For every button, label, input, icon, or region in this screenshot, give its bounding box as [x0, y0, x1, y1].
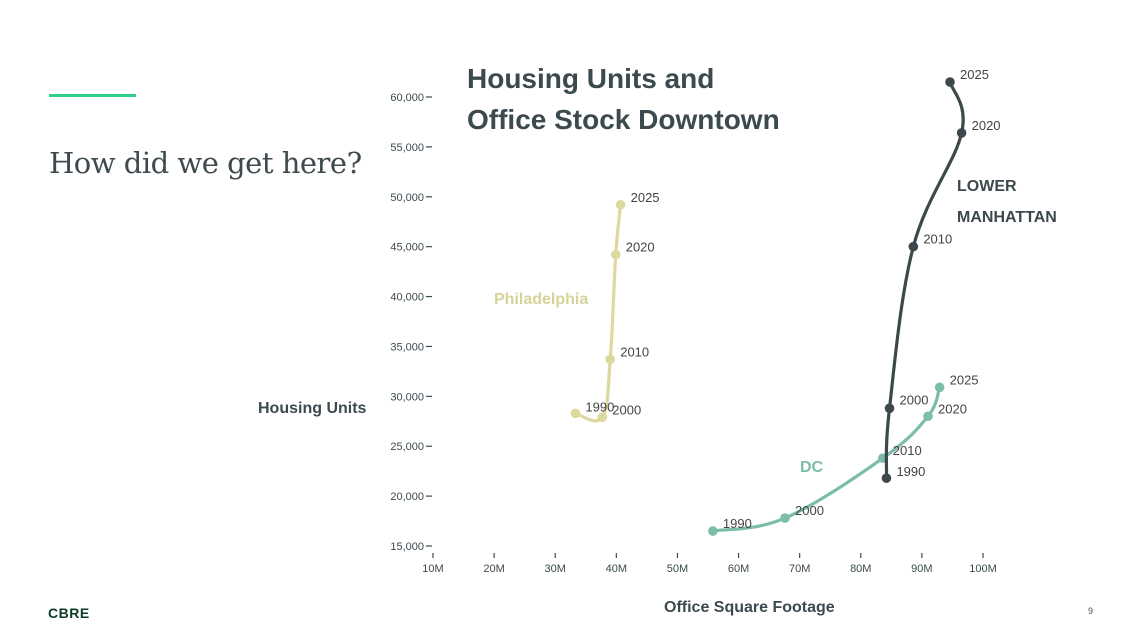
chart-title-line-2: Office Stock Downtown [467, 104, 780, 135]
data-label: 2010 [620, 344, 649, 359]
data-point [708, 526, 718, 536]
x-tick-label: 60M [728, 563, 749, 575]
x-tick-label: 70M [789, 563, 810, 575]
data-point [780, 513, 790, 523]
data-label: 2000 [612, 402, 641, 417]
data-point [610, 249, 621, 260]
data-point [908, 241, 919, 252]
x-tick-label: 50M [667, 563, 688, 575]
data-label: 2025 [950, 372, 979, 387]
slide-heading: How did we get here? [49, 146, 362, 180]
series-label: DC [800, 459, 824, 476]
series-label: MANHATTAN [957, 209, 1057, 226]
data-label: 2010 [893, 443, 922, 458]
y-tick-label: 55,000 [390, 142, 424, 154]
chart-title: Housing Units and Office Stock Downtown [467, 58, 827, 140]
series-label: Philadelphia [494, 291, 588, 308]
x-tick-label: 40M [606, 563, 627, 575]
series-line [573, 203, 623, 423]
y-tick-label: 60,000 [390, 92, 424, 104]
data-label: 1990 [896, 464, 925, 479]
series-line [711, 385, 942, 533]
y-tick-label: 25,000 [390, 441, 424, 453]
chart-title-line-1: Housing Units and [467, 63, 715, 94]
y-tick-label: 50,000 [390, 192, 424, 204]
accent-rule [49, 94, 136, 97]
y-tick-label: 45,000 [390, 242, 424, 254]
y-axis-label: Housing Units [258, 400, 367, 417]
x-axis-label: Office Square Footage [664, 599, 835, 616]
data-label: 2000 [795, 503, 824, 518]
data-label: 1990 [585, 399, 614, 414]
data-point [884, 403, 895, 414]
data-point [597, 412, 608, 423]
data-label: 2020 [938, 401, 967, 416]
data-label: 1990 [723, 516, 752, 531]
data-point [923, 411, 933, 422]
data-label: 2000 [900, 392, 929, 407]
cbre-logo: CBRE [48, 605, 90, 621]
data-point [570, 408, 581, 419]
data-label: 2020 [626, 240, 655, 255]
data-label: 2020 [972, 118, 1001, 133]
series-label: LOWER [957, 178, 1017, 195]
x-tick-label: 80M [850, 563, 871, 575]
data-point [615, 199, 626, 210]
y-tick-label: 40,000 [390, 292, 424, 304]
y-tick-label: 20,000 [390, 491, 424, 503]
x-tick-label: 20M [483, 563, 504, 575]
x-tick-label: 100M [969, 563, 997, 575]
data-point [881, 473, 892, 483]
y-tick-label: 30,000 [390, 391, 424, 403]
data-point [934, 382, 945, 393]
data-point [956, 128, 967, 138]
data-label: 2025 [960, 67, 989, 82]
x-tick-label: 10M [422, 563, 443, 575]
data-label: 2025 [631, 190, 660, 205]
x-tick-label: 30M [545, 563, 566, 575]
data-label: 2010 [923, 232, 952, 247]
data-point [605, 354, 616, 365]
y-tick-label: 15,000 [390, 541, 424, 553]
y-tick-label: 35,000 [390, 341, 424, 353]
page-number: 9 [1088, 606, 1094, 616]
data-point [945, 77, 955, 87]
x-tick-label: 90M [911, 563, 932, 575]
